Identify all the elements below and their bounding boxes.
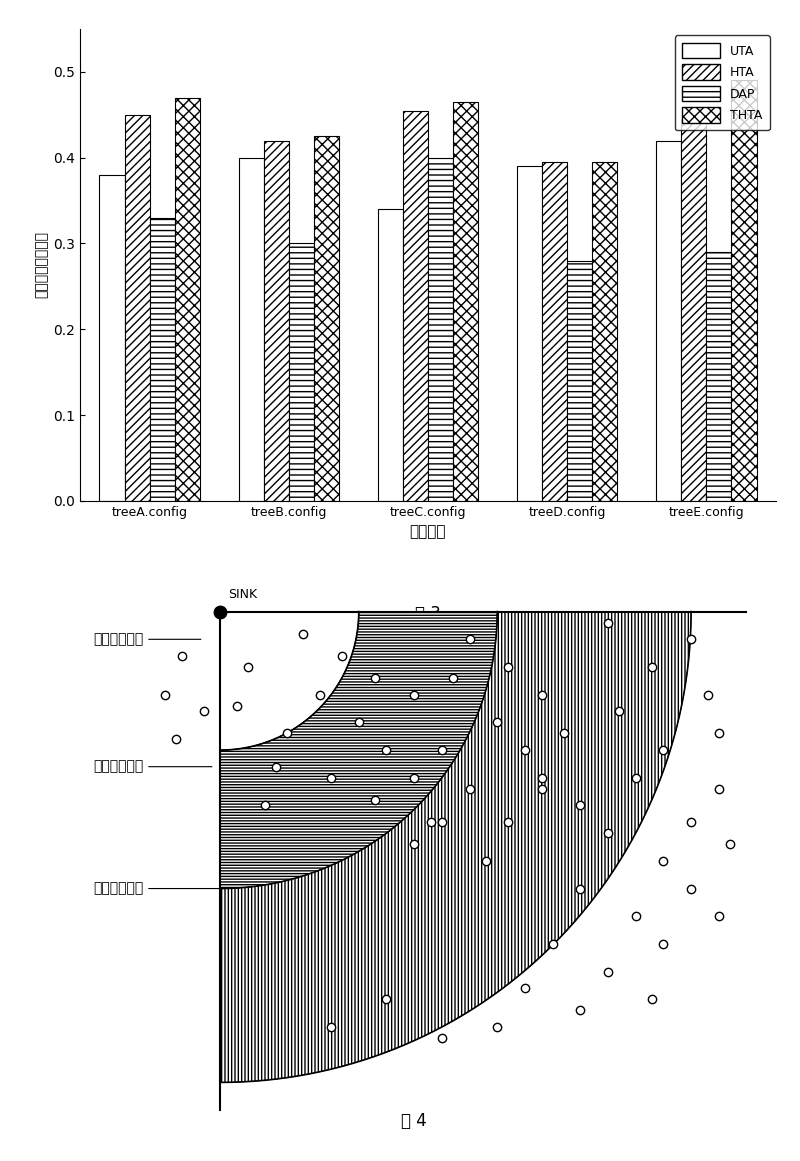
Bar <box>567 260 592 500</box>
Polygon shape <box>220 612 498 888</box>
Bar <box>428 158 453 500</box>
Bar <box>125 115 150 500</box>
Bar <box>517 166 542 500</box>
Text: SINK: SINK <box>229 587 258 600</box>
Bar <box>174 98 200 500</box>
Bar <box>731 80 757 500</box>
Bar <box>238 158 264 500</box>
Bar <box>264 140 289 500</box>
Bar <box>592 163 618 500</box>
X-axis label: 不同拓扑: 不同拓扑 <box>410 525 446 539</box>
Legend: UTA, HTA, DAP, THTA: UTA, HTA, DAP, THTA <box>675 35 770 130</box>
Bar <box>99 175 125 500</box>
Text: 一跳节点区域: 一跳节点区域 <box>93 633 201 647</box>
Bar <box>150 218 174 500</box>
Text: 三跳节点区域: 三跳节点区域 <box>93 881 223 895</box>
Bar <box>706 252 731 500</box>
Bar <box>378 209 403 500</box>
Bar <box>453 102 478 500</box>
Text: 图 4: 图 4 <box>402 1112 427 1130</box>
Polygon shape <box>220 612 691 1082</box>
Bar <box>289 244 314 500</box>
Bar <box>682 120 706 500</box>
Bar <box>314 136 339 500</box>
Y-axis label: 节点能量平均剩余: 节点能量平均剩余 <box>35 231 49 298</box>
Text: 图 3: 图 3 <box>415 605 441 623</box>
Bar <box>403 110 428 500</box>
Bar <box>656 140 682 500</box>
Text: 两跳节点区域: 两跳节点区域 <box>93 759 212 773</box>
Polygon shape <box>220 612 358 750</box>
Bar <box>542 163 567 500</box>
